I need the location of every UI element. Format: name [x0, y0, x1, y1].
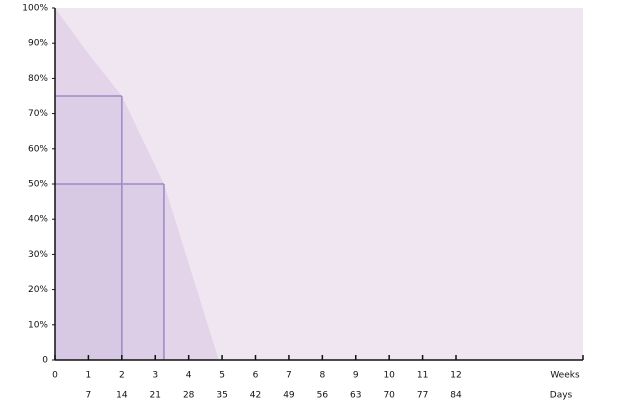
- x-tick-label: 2: [119, 371, 125, 381]
- y-tick-label: 100%: [22, 4, 48, 14]
- y-tick-label: 90%: [28, 39, 48, 49]
- x-tick-label: 4: [186, 371, 192, 381]
- x2-tick-label: 21: [150, 391, 161, 401]
- reference-region: [55, 96, 122, 360]
- x2-tick-label: 70: [383, 391, 395, 401]
- x-tick-label: 9: [353, 371, 359, 381]
- x2-tick-label: 35: [216, 391, 227, 401]
- x2-tick-label: 63: [350, 391, 361, 401]
- x2-tick-label: 84: [450, 391, 462, 401]
- y-tick-label: 60%: [28, 144, 48, 154]
- x2-axis-label: Days: [550, 391, 573, 401]
- x-tick-label: 1: [86, 371, 92, 381]
- y-tick-label: 10%: [28, 320, 48, 330]
- x-tick-label: 0: [52, 371, 58, 381]
- x2-tick-label: 49: [283, 391, 295, 401]
- y-tick-label: 30%: [28, 250, 48, 260]
- x2-tick-label: 56: [317, 391, 329, 401]
- x-tick-label: 7: [286, 371, 292, 381]
- x-axis-label: Weeks: [550, 371, 580, 381]
- x2-tick-label: 42: [250, 391, 261, 401]
- y-tick-label: 80%: [28, 74, 48, 84]
- x-tick-label: 12: [450, 371, 461, 381]
- x-tick-label: 10: [383, 371, 395, 381]
- x-tick-label: 6: [253, 371, 259, 381]
- x-tick-label: 3: [152, 371, 158, 381]
- x-tick-label: 11: [417, 371, 428, 381]
- x-tick-label: 8: [319, 371, 325, 381]
- x2-tick-label: 28: [183, 391, 195, 401]
- y-tick-label: 20%: [28, 285, 48, 295]
- x2-tick-label: 77: [417, 391, 428, 401]
- reference-region: [55, 184, 164, 360]
- y-tick-label: 0: [42, 356, 48, 366]
- x2-tick-label: 14: [116, 391, 128, 401]
- y-tick-label: 70%: [28, 109, 48, 119]
- y-tick-label: 40%: [28, 215, 48, 225]
- x2-tick-label: 7: [86, 391, 92, 401]
- x-tick-label: 5: [219, 371, 225, 381]
- y-tick-label: 50%: [28, 180, 48, 190]
